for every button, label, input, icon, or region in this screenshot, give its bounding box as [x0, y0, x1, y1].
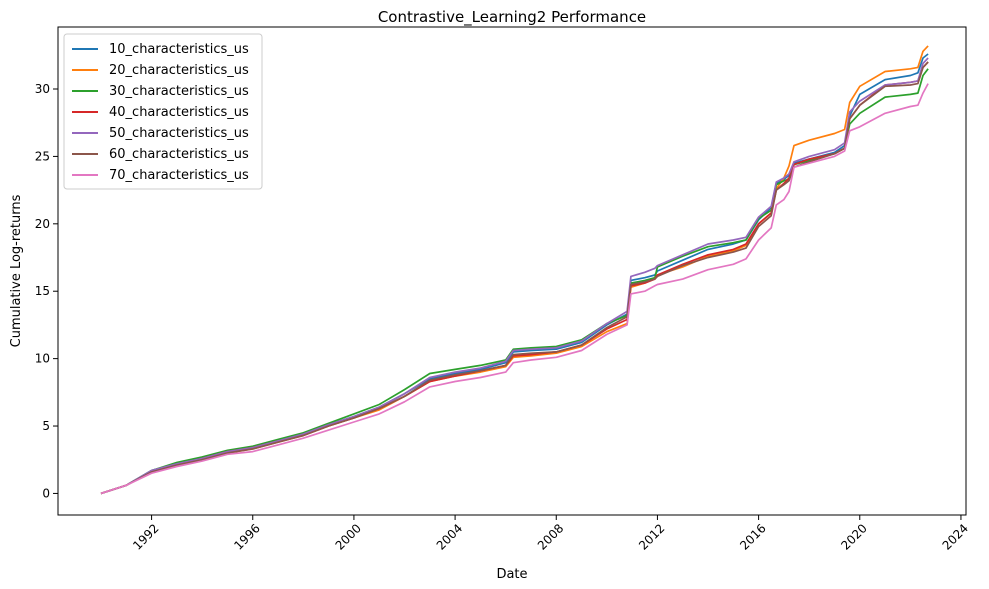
y-tick-label: 5 — [42, 419, 50, 433]
x-tick-label: 2016 — [737, 521, 768, 552]
x-tick-label: 2024 — [940, 521, 971, 552]
y-tick-label: 10 — [35, 352, 50, 366]
x-tick-label: 2004 — [434, 521, 465, 552]
x-tick-label: 1996 — [231, 521, 262, 552]
series-line-70_characteristics_us — [100, 83, 929, 495]
plot-area-frame — [57, 26, 967, 516]
y-tick-label: 0 — [42, 486, 50, 500]
series-line-50_characteristics_us — [100, 57, 929, 495]
y-tick-label: 20 — [35, 217, 50, 231]
x-tick-label: 2012 — [636, 521, 667, 552]
x-axis-label: Date — [496, 567, 527, 582]
series-layer — [100, 45, 929, 495]
y-tick-label: 15 — [35, 284, 50, 298]
legend-label: 30_characteristics_us — [109, 84, 249, 99]
series-line-60_characteristics_us — [100, 61, 929, 495]
x-axis: 1992 1996 2000 2004 2008 2012 2016 2020 2024 — [130, 515, 971, 553]
legend-label: 20_characteristics_us — [109, 63, 249, 78]
x-tick-label: 1992 — [130, 521, 161, 552]
y-tick-label: 25 — [35, 149, 50, 163]
legend-label: 10_characteristics_us — [109, 42, 249, 57]
legend-label: 60_characteristics_us — [109, 147, 249, 162]
legend-label: 70_characteristics_us — [109, 168, 249, 183]
x-tick-label: 2008 — [535, 521, 566, 552]
legend-label: 50_characteristics_us — [109, 126, 249, 141]
legend-label: 40_characteristics_us — [109, 105, 249, 120]
chart-title: Contrastive_Learning2 Performance — [378, 8, 646, 27]
y-axis-label: Cumulative Log-returns — [9, 194, 24, 347]
y-tick-label: 30 — [35, 82, 50, 96]
x-tick-label: 2020 — [838, 521, 869, 552]
y-axis: 0 5 10 15 20 25 30 — [35, 82, 58, 500]
legend-box — [63, 33, 263, 190]
legend: 10_characteristics_us 20_characteristics_… — [63, 33, 263, 190]
x-tick-label: 2000 — [333, 521, 364, 552]
